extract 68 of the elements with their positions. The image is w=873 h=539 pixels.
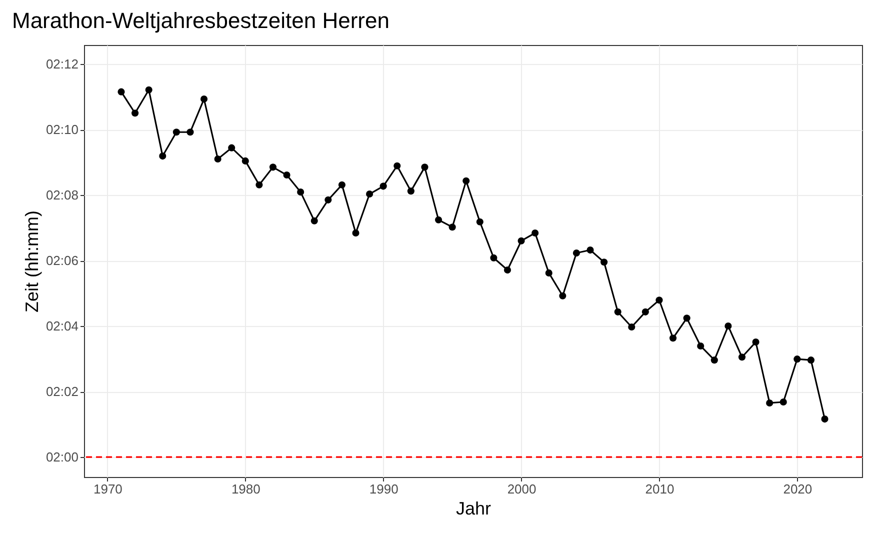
x-tick-label: 2020: [783, 482, 812, 496]
point: [228, 144, 236, 152]
point: [242, 157, 249, 164]
point: [504, 266, 512, 274]
point: [462, 177, 470, 184]
point: [324, 196, 332, 204]
point: [283, 171, 290, 179]
point: [738, 354, 746, 361]
point: [821, 416, 828, 423]
point: [559, 292, 566, 300]
point: [490, 254, 498, 262]
x-tick-label: 1990: [369, 482, 398, 496]
point: [145, 86, 152, 94]
point: [448, 224, 456, 231]
point: [532, 229, 539, 237]
point: [132, 110, 139, 117]
point: [310, 217, 318, 224]
y-axis-title: Zeit (hh:mm): [22, 210, 42, 313]
point: [807, 356, 814, 364]
point: [572, 249, 580, 257]
point: [407, 188, 414, 195]
chart-title: Marathon-Weltjahresbestzeiten Herren: [12, 8, 390, 33]
point: [628, 323, 636, 331]
x-tick-label: 2000: [507, 482, 536, 496]
point: [118, 88, 125, 96]
point: [380, 182, 387, 190]
x-axis-title: Jahr: [456, 498, 492, 518]
point: [338, 181, 346, 188]
point: [683, 314, 690, 322]
point: [669, 334, 677, 342]
x-tick-label: 1980: [231, 482, 260, 496]
point: [394, 162, 401, 170]
point: [297, 188, 304, 196]
point: [172, 128, 180, 136]
point: [269, 164, 277, 171]
point: [545, 269, 552, 276]
y-tick-label: 02:00: [46, 450, 78, 465]
point: [159, 152, 166, 160]
point: [366, 190, 374, 198]
point: [697, 342, 704, 350]
y-tick-label: 02:10: [46, 122, 78, 137]
point: [710, 356, 718, 364]
point: [214, 155, 222, 163]
y-tick-label: 02:02: [46, 384, 78, 400]
point: [421, 164, 428, 171]
y-tick-label: 02:06: [46, 253, 78, 268]
point: [200, 96, 208, 103]
point: [256, 181, 263, 188]
point: [476, 218, 484, 226]
x-tick-label: 2010: [645, 482, 674, 496]
point: [794, 356, 801, 363]
point: [614, 308, 622, 316]
point: [586, 246, 594, 254]
point: [434, 216, 442, 224]
point: [656, 296, 663, 304]
point: [186, 128, 194, 136]
point: [352, 229, 360, 237]
x-tick-label: 1970: [93, 482, 122, 496]
point: [518, 237, 525, 244]
y-tick-label: 02:08: [46, 188, 78, 203]
y-tick-label: 02:04: [46, 318, 78, 334]
y-tick-label: 02:12: [46, 56, 78, 72]
point: [766, 399, 774, 407]
point: [642, 308, 649, 316]
point: [724, 322, 732, 330]
point: [752, 338, 760, 346]
point: [780, 398, 787, 406]
point: [600, 258, 608, 266]
